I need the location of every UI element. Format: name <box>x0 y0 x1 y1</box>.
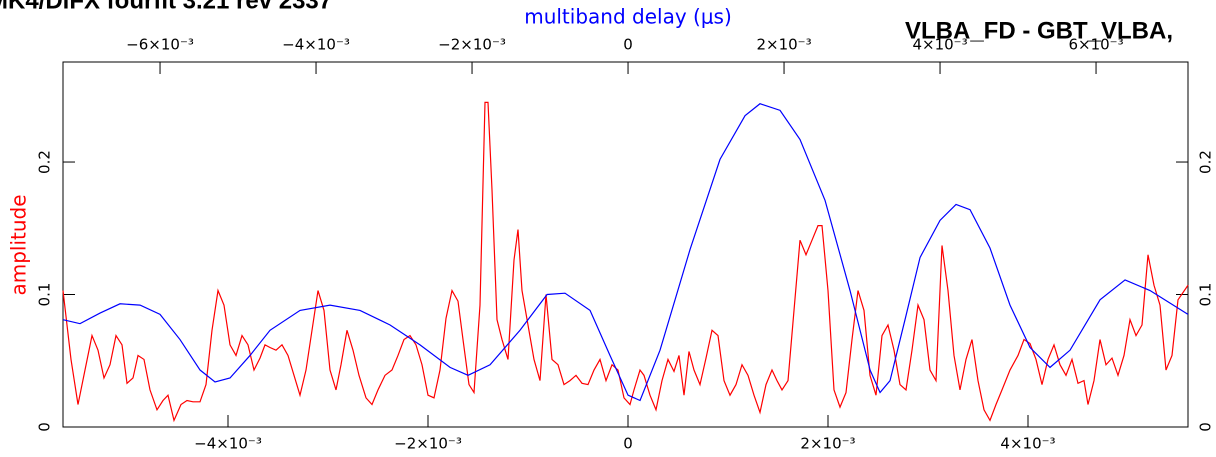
x2-tick-label: 2×10⁻³ <box>756 36 811 54</box>
y-tick-label-right: 0.1 <box>1197 283 1215 307</box>
x2-axis-label: multiband delay (μs) <box>524 5 732 29</box>
y-tick-label-right: 0.2 <box>1197 150 1215 174</box>
x-tick-label: 4×10⁻³ <box>1000 435 1055 453</box>
chart-subtitle: VLBA_FD - GBT_VLBA, <box>905 17 1173 44</box>
x2-tick-label: 6×10⁻³ <box>1068 36 1123 54</box>
series-line <box>62 103 1189 402</box>
chart-title: MK4/DiFX fourfit 3.21 rev 2337 <box>0 0 332 14</box>
y-tick-label: 0.2 <box>36 150 54 174</box>
y-tick-label: 0 <box>36 422 54 432</box>
x2-tick-label: 4×10⁻³ <box>912 36 967 54</box>
x2-tick-label: −6×10⁻³ <box>126 36 194 54</box>
x-tick-label: 0 <box>623 435 633 453</box>
x2-tick-label: −2×10⁻³ <box>438 36 506 54</box>
x-tick-label: −4×10⁻³ <box>194 435 262 453</box>
series-line <box>62 101 1189 423</box>
x-tick-label: 2×10⁻³ <box>800 435 855 453</box>
y-tick-label-right: 0 <box>1197 422 1215 432</box>
x-tick-label: −2×10⁻³ <box>394 435 462 453</box>
y-axis-label: amplitude <box>7 194 31 295</box>
y-tick-label: 0.1 <box>36 283 54 307</box>
plot-frame <box>62 61 1189 428</box>
x2-tick-label: −4×10⁻³ <box>282 36 350 54</box>
x2-tick-label: 0 <box>623 36 633 54</box>
